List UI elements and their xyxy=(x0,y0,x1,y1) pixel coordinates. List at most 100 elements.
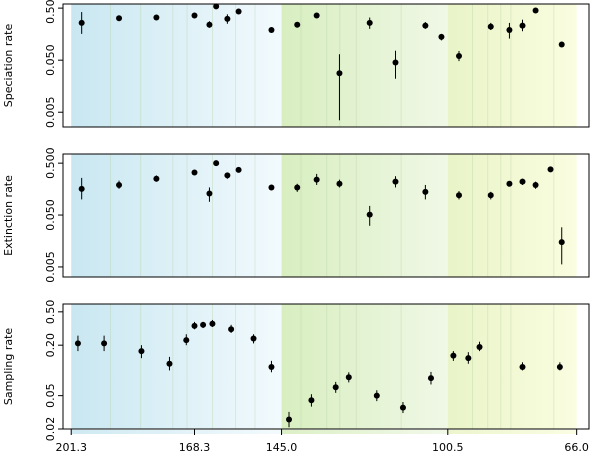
data-point xyxy=(224,14,231,24)
data-point xyxy=(392,176,399,188)
point-marker xyxy=(519,178,526,185)
y-tick-label: 0.500 xyxy=(44,147,57,179)
panel-2: 0.005 0.050 0.500 Extinction rate xyxy=(2,147,590,283)
data-point xyxy=(206,187,213,202)
point-marker xyxy=(366,211,373,218)
data-point xyxy=(286,411,293,428)
data-point xyxy=(476,341,483,352)
point-marker xyxy=(313,176,320,183)
point-marker xyxy=(294,184,301,191)
x-tick-label: 145.0 xyxy=(266,441,298,454)
point-marker xyxy=(116,181,123,188)
point-marker xyxy=(224,172,231,179)
x-tick-label: 100.5 xyxy=(432,441,464,454)
timescale-strip xyxy=(447,430,577,434)
point-marker xyxy=(345,374,352,381)
point-marker xyxy=(268,26,275,33)
data-point xyxy=(101,335,108,352)
point-marker xyxy=(206,21,213,28)
period-band xyxy=(447,304,577,429)
point-marker xyxy=(392,178,399,185)
point-marker xyxy=(558,239,565,246)
data-point xyxy=(191,169,198,176)
data-point xyxy=(213,3,220,10)
point-marker xyxy=(191,322,198,329)
y-axis-label: Extinction rate xyxy=(2,175,15,256)
data-point xyxy=(191,12,198,19)
data-point xyxy=(422,184,429,200)
point-marker xyxy=(427,375,434,382)
x-axis: 201.3 168.3 145.0 100.5 66.0 xyxy=(55,428,589,454)
point-marker xyxy=(465,355,472,362)
data-point xyxy=(268,360,275,373)
data-point xyxy=(506,180,513,187)
point-marker xyxy=(556,363,563,370)
point-marker xyxy=(250,335,257,342)
point-marker xyxy=(366,19,373,26)
point-marker xyxy=(558,41,565,48)
point-marker xyxy=(206,190,213,197)
data-point xyxy=(200,321,207,329)
data-point xyxy=(191,321,198,330)
point-marker xyxy=(399,404,406,411)
point-marker xyxy=(392,59,399,66)
point-marker xyxy=(268,184,275,191)
point-marker xyxy=(268,363,275,370)
data-point xyxy=(373,390,380,402)
point-marker xyxy=(191,12,198,19)
data-point xyxy=(450,351,457,361)
data-point xyxy=(183,334,190,346)
point-marker xyxy=(153,175,160,182)
data-point xyxy=(206,21,213,28)
point-marker xyxy=(166,360,173,367)
panel-1: 0.005 0.050 0.500 Speciation rate xyxy=(2,0,590,128)
y-tick-label: 0.050 xyxy=(44,199,57,231)
y-tick-label: 0.050 xyxy=(44,44,57,76)
point-marker xyxy=(286,416,293,423)
data-point xyxy=(547,166,554,173)
point-marker xyxy=(450,352,457,359)
data-point xyxy=(366,205,373,226)
point-marker xyxy=(438,33,445,40)
y-tick-label: 0.05 xyxy=(44,383,57,408)
data-point xyxy=(519,19,526,32)
data-point xyxy=(532,7,539,14)
period-band xyxy=(281,4,448,127)
point-marker xyxy=(532,7,539,14)
data-point xyxy=(308,394,315,407)
data-point xyxy=(213,160,220,167)
point-marker xyxy=(519,22,526,29)
data-point xyxy=(74,335,81,352)
period-band xyxy=(71,4,282,127)
data-point xyxy=(332,381,339,393)
point-marker xyxy=(78,185,85,192)
data-point xyxy=(558,41,565,48)
point-marker xyxy=(532,181,539,188)
data-point xyxy=(313,12,320,19)
point-marker xyxy=(336,180,343,187)
data-point xyxy=(487,22,494,30)
point-marker xyxy=(422,188,429,195)
data-point xyxy=(455,51,462,62)
point-marker xyxy=(153,14,160,21)
data-point xyxy=(438,33,445,41)
y-tick-label: 0.005 xyxy=(44,96,57,128)
point-marker xyxy=(487,192,494,199)
point-marker xyxy=(191,169,198,176)
data-point xyxy=(313,173,320,185)
point-marker xyxy=(455,53,462,60)
point-marker xyxy=(228,326,235,333)
data-point xyxy=(465,352,472,364)
data-point xyxy=(153,175,160,182)
data-point xyxy=(268,26,275,33)
point-marker xyxy=(224,15,231,22)
data-point xyxy=(427,371,434,385)
y-tick-label: 0.500 xyxy=(44,0,57,24)
point-marker xyxy=(213,3,220,10)
data-point xyxy=(336,54,343,121)
panel-3: 0.02 0.05 0.20 0.50 Sampling rate xyxy=(2,300,590,441)
y-axis-label: Sampling rate xyxy=(2,328,15,406)
data-point xyxy=(506,22,513,39)
data-point xyxy=(294,183,301,192)
